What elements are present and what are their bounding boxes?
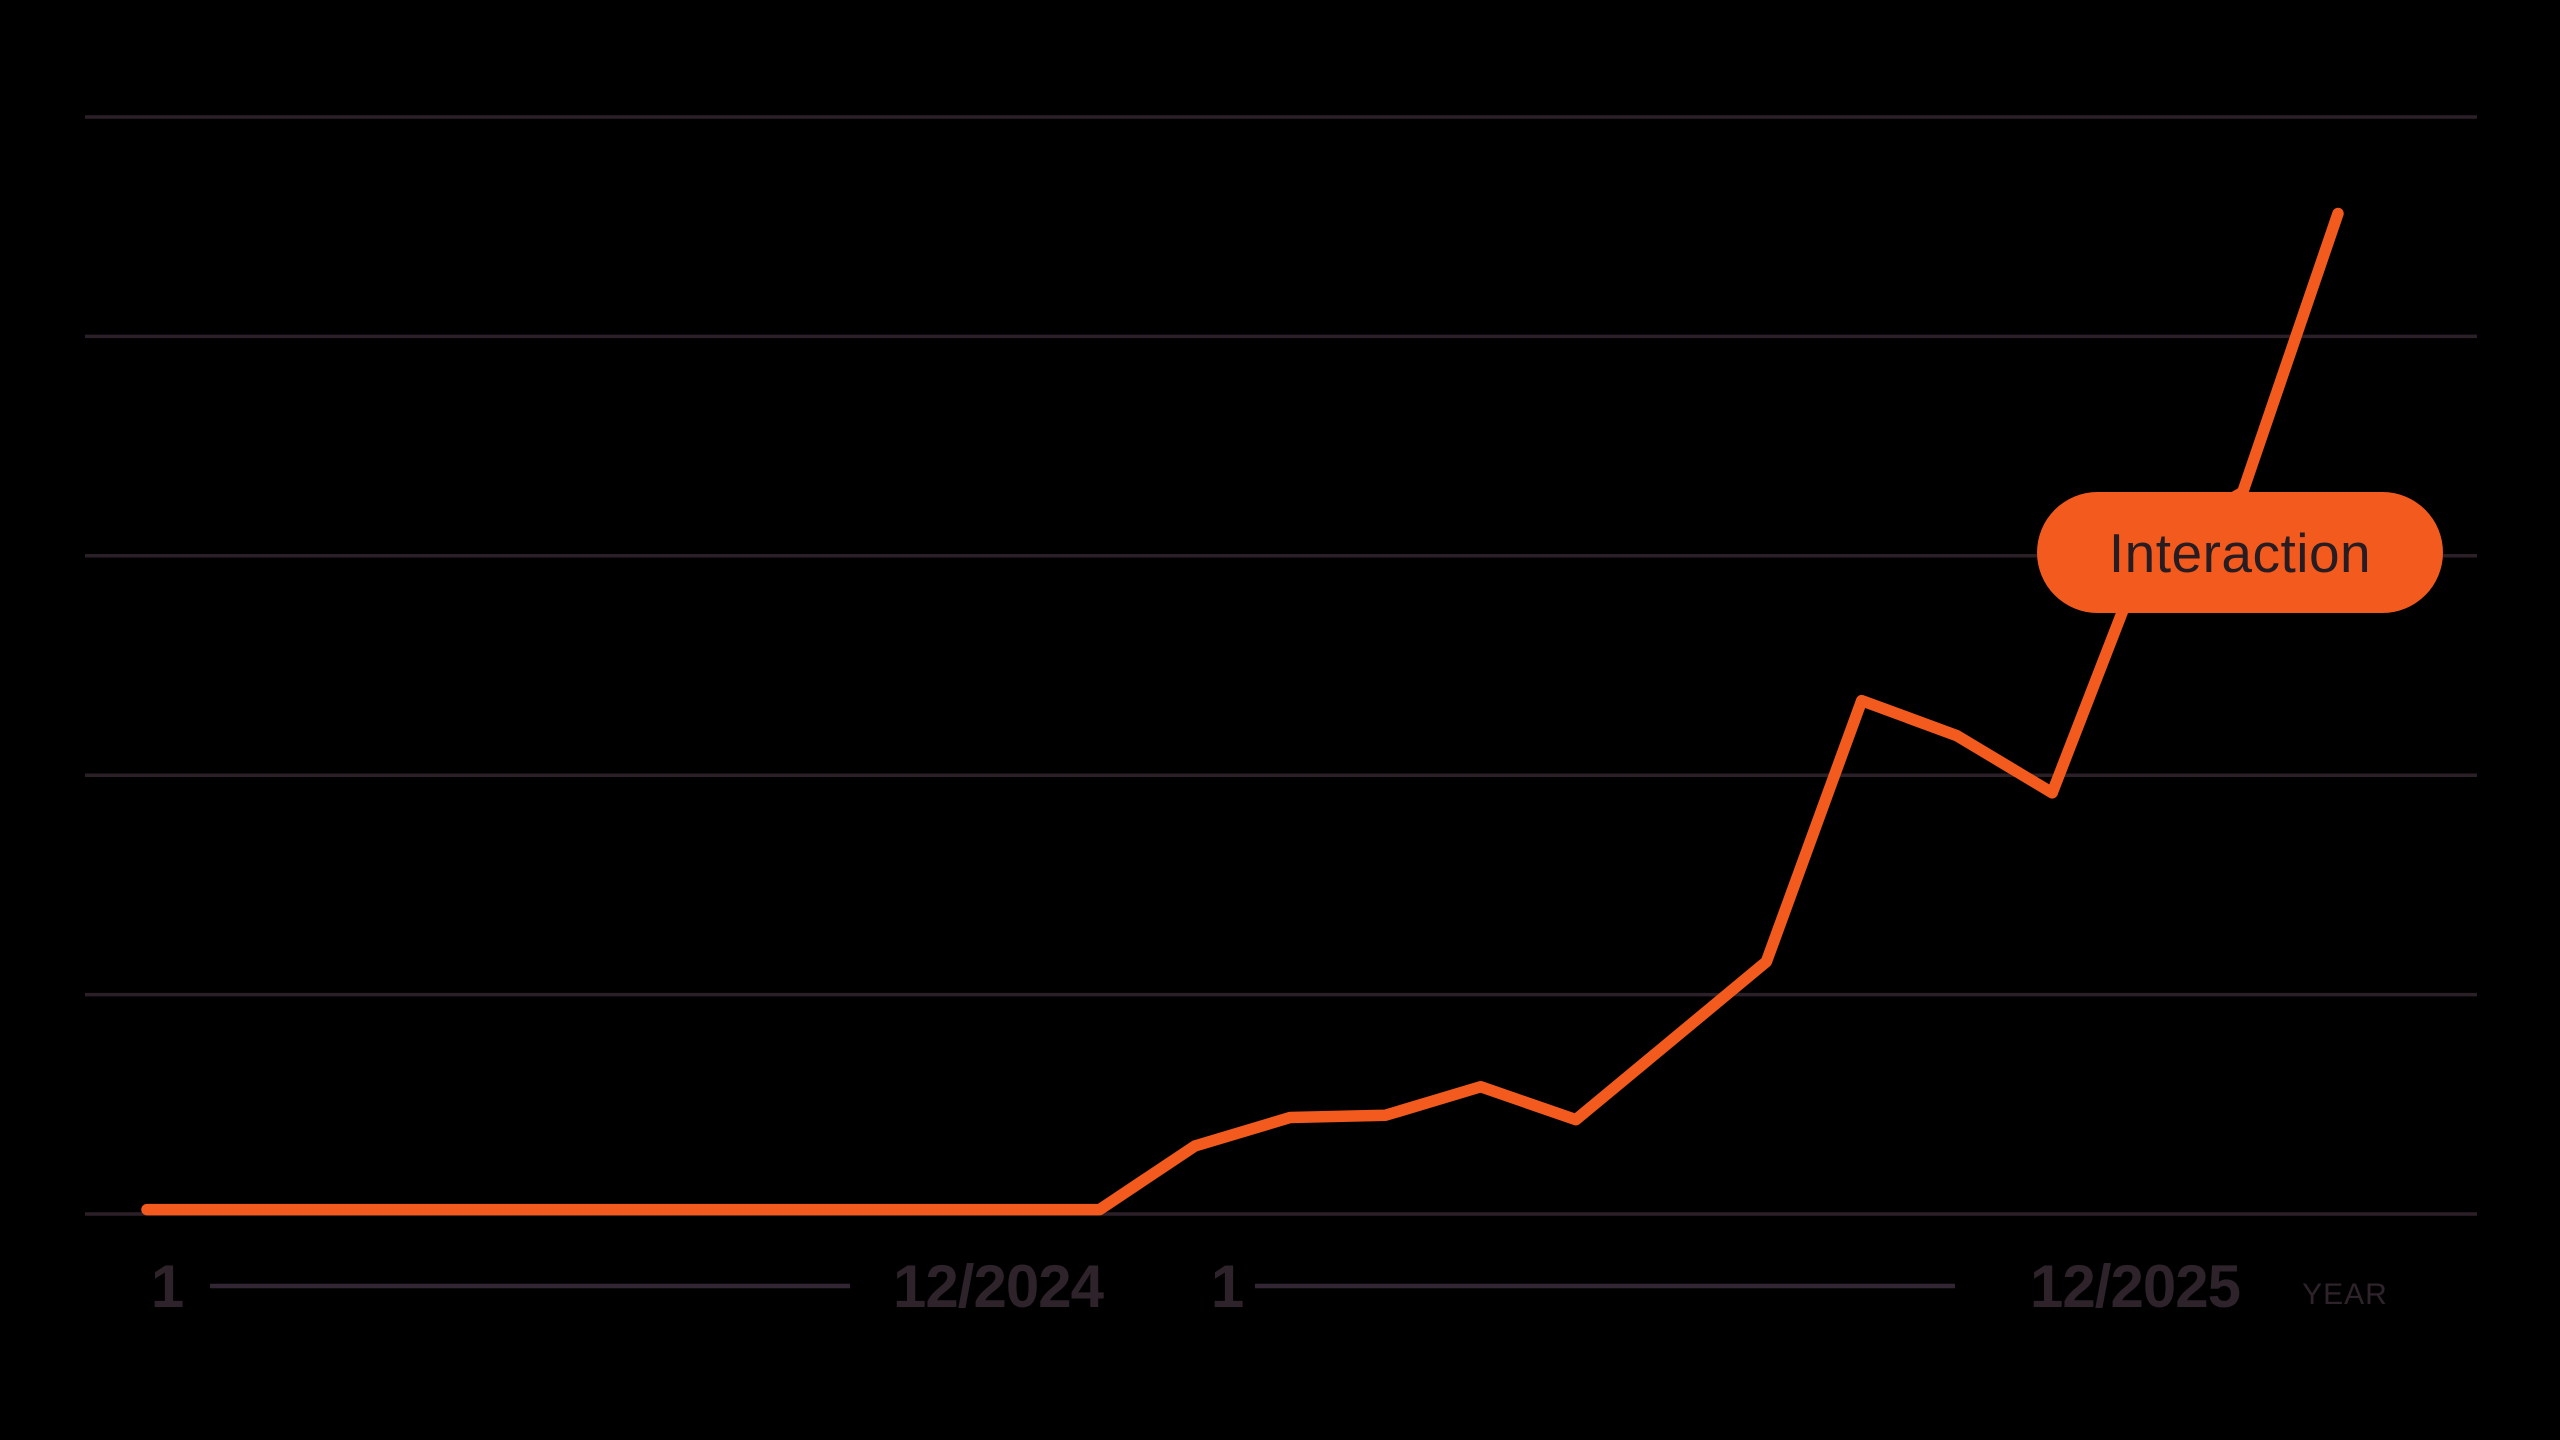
series-line-group [141,207,2344,1216]
series-line-interaction [141,207,2344,1216]
x-tick-dec-2025: 12/2025 [2030,1252,2241,1320]
x-tick-jan-2024: 1 [150,1252,184,1320]
x-tick-jan-2025: 1 [1210,1252,1244,1320]
gridlines [85,115,2477,1216]
x-tick-dec-2024: 12/2024 [893,1252,1104,1320]
series-badge: Interaction [2037,492,2443,613]
series-badge-label: Interaction [2108,521,2372,584]
x-axis-title: YEAR [2302,1278,2388,1311]
